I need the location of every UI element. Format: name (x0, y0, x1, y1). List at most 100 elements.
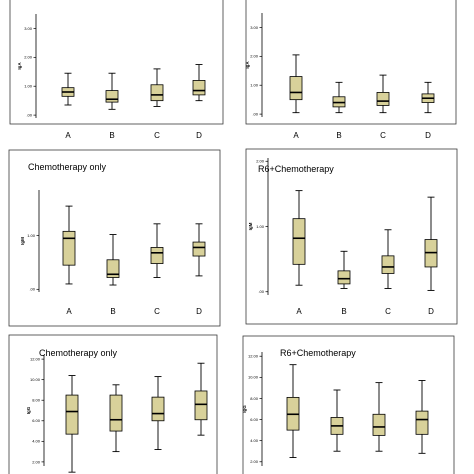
x-category-label: C (380, 131, 386, 140)
box-B (337, 250, 351, 289)
panel-frame (242, 335, 455, 474)
box-D (415, 380, 429, 454)
box-D (192, 64, 206, 102)
y-tick-label: 1.00 (256, 224, 265, 229)
iqr-box (292, 218, 306, 265)
box-B (105, 72, 119, 110)
iqr-box (105, 90, 119, 103)
iqr-box (192, 80, 206, 96)
iqr-box (151, 396, 165, 422)
x-category-label: D (196, 307, 202, 316)
iqr-box (192, 241, 206, 257)
box-A (292, 190, 306, 286)
iqr-box (62, 230, 76, 266)
iqr-box (65, 394, 79, 435)
y-axis-label: IgA (245, 61, 250, 69)
iqr-box (150, 84, 164, 102)
box-D (424, 196, 438, 291)
x-category-label: C (154, 131, 160, 140)
y-axis-label: IgM (20, 237, 25, 245)
box-A (286, 364, 300, 459)
box-C (376, 74, 390, 114)
y-tick-label: 1.00 (27, 233, 36, 238)
iqr-box (150, 247, 164, 264)
iqr-box (415, 410, 429, 435)
y-tick-label: 10.00 (30, 377, 41, 382)
box-C (150, 68, 164, 107)
iqr-box (106, 259, 120, 278)
y-tick-label: .00 (26, 113, 32, 118)
x-category-label: B (110, 307, 115, 316)
box-C (151, 376, 165, 451)
iqr-box (337, 270, 351, 285)
box-A (61, 72, 75, 106)
y-tick-label: 2.00 (32, 459, 41, 464)
box-D (192, 223, 206, 277)
y-tick-label: 2.00 (24, 55, 33, 60)
y-tick-label: .00 (29, 287, 35, 292)
box-C (372, 382, 386, 452)
box-D (421, 81, 435, 114)
y-tick-label: 3.00 (24, 26, 33, 31)
y-tick-label: 3.00 (250, 25, 259, 30)
y-tick-label: 2.00 (250, 54, 259, 59)
iqr-box (376, 92, 390, 106)
y-tick-label: 10.00 (248, 375, 259, 380)
panel-title: Chemotherapy only (39, 348, 118, 358)
box-B (330, 389, 344, 452)
y-tick-label: 1.00 (24, 84, 33, 89)
iqr-box (194, 390, 208, 421)
y-tick-label: 6.00 (250, 417, 259, 422)
x-category-label: D (425, 131, 431, 140)
iqr-box (109, 394, 123, 432)
x-category-label: A (296, 307, 302, 316)
chart-panel-1: .00 1.00 2.00 3.00 IgA A B C D (9, 0, 224, 140)
iqr-box (289, 76, 303, 101)
box-A (289, 54, 303, 114)
y-tick-label: 4.00 (32, 439, 41, 444)
box-B (106, 234, 120, 286)
chart-panel-5: 2.00 4.00 6.00 8.00 10.00 12.00 IgG Chemotherap… (8, 334, 218, 474)
x-category-label: B (341, 307, 346, 316)
y-tick-label: 1.00 (250, 83, 259, 88)
x-category-label: D (428, 307, 434, 316)
y-axis-label: IgG (242, 405, 247, 413)
y-tick-label: 8.00 (250, 396, 259, 401)
y-tick-label: 12.00 (248, 354, 259, 359)
x-category-label: B (109, 131, 114, 140)
x-category-label: A (293, 131, 299, 140)
y-tick-label: .00 (258, 289, 264, 294)
panel-frame (9, 0, 224, 125)
box-A (62, 205, 76, 285)
x-category-label: D (196, 131, 202, 140)
box-C (381, 229, 395, 289)
y-tick-label: .00 (252, 112, 258, 117)
box-D (194, 362, 208, 436)
panel-frame (245, 148, 458, 325)
y-tick-label: 2.00 (250, 459, 259, 464)
box-B (109, 384, 123, 453)
y-tick-label: 4.00 (250, 438, 259, 443)
x-category-label: B (336, 131, 341, 140)
y-tick-label: 2.00 (256, 159, 265, 164)
panel-title: R6+Chemotherapy (258, 164, 334, 174)
box-C (150, 223, 164, 278)
chart-panel-2: .00 1.00 2.00 3.00 IgA A B C D (245, 0, 457, 140)
y-tick-label: 12.00 (30, 357, 41, 362)
y-axis-label: IgM (248, 222, 253, 230)
panel-frame (245, 0, 457, 125)
panel-title: Chemotherapy only (28, 162, 107, 172)
panel-frame (8, 149, 221, 327)
x-category-label: A (66, 307, 72, 316)
x-category-label: C (154, 307, 160, 316)
iqr-box (381, 255, 395, 274)
chart-panel-4: .00 1.00 2.00 IgM R6+Chemotherapy A B C D (245, 148, 458, 325)
box-B (332, 81, 346, 114)
chart-panel-6: 2.00 4.00 6.00 8.00 10.00 12.00 IgG R6+Chemothe… (242, 335, 455, 474)
panel-title: R6+Chemotherapy (280, 348, 356, 358)
x-category-label: A (65, 131, 71, 140)
y-axis-label: IgG (26, 406, 31, 414)
y-tick-label: 6.00 (32, 418, 41, 423)
